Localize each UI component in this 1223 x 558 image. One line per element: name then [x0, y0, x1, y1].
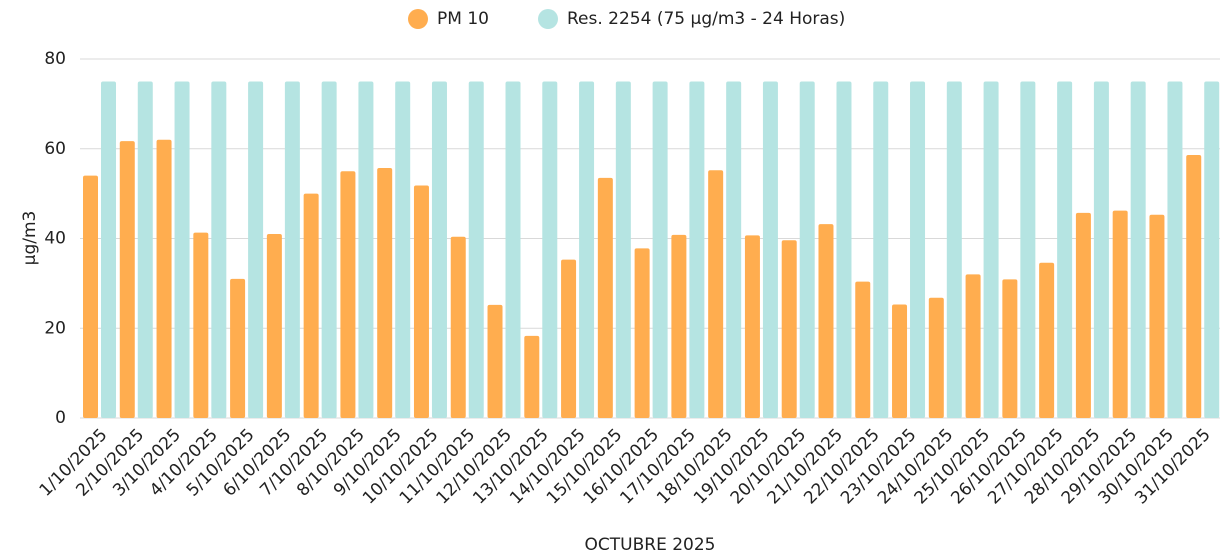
bar — [892, 304, 908, 418]
y-tick-label: 20 — [44, 318, 66, 338]
bar — [615, 81, 631, 418]
bar — [83, 175, 98, 418]
bar — [781, 240, 797, 418]
bar — [468, 81, 484, 418]
bar — [542, 81, 558, 418]
bar — [1149, 214, 1165, 418]
bar — [266, 234, 282, 418]
bar — [873, 81, 889, 418]
bar — [321, 81, 337, 418]
bar — [836, 81, 852, 418]
bar — [1112, 210, 1128, 418]
y-tick-label: 80 — [44, 49, 66, 69]
bar — [524, 335, 540, 418]
bar — [505, 81, 521, 418]
bar — [671, 234, 687, 418]
bar — [211, 81, 227, 418]
bar — [928, 297, 944, 418]
bar — [1020, 81, 1036, 418]
bar — [303, 193, 319, 418]
bar — [1093, 81, 1109, 418]
bar — [119, 141, 135, 418]
bar — [689, 81, 705, 418]
bar — [101, 81, 116, 418]
bar — [1039, 262, 1055, 418]
bar — [358, 81, 374, 418]
y-axis-title: µg/m3 — [20, 211, 40, 266]
bar — [910, 81, 926, 418]
bar — [855, 281, 871, 418]
x-axis-title: OCTUBRE 2025 — [585, 535, 716, 555]
legend-swatch — [408, 9, 428, 29]
legend-label: PM 10 — [437, 9, 489, 29]
bar — [561, 259, 577, 418]
bar — [1075, 212, 1091, 418]
bar — [744, 235, 760, 418]
bar — [983, 81, 999, 418]
bar — [377, 168, 393, 418]
y-tick-label: 40 — [44, 229, 66, 249]
bar — [431, 81, 447, 418]
bar — [946, 81, 962, 418]
bar — [818, 224, 834, 418]
bar — [174, 81, 190, 418]
y-tick-label: 0 — [55, 408, 66, 428]
bar — [708, 170, 724, 418]
bar — [487, 304, 503, 418]
bar — [395, 81, 411, 418]
bar — [799, 81, 815, 418]
legend-swatch — [538, 9, 558, 29]
bar — [248, 81, 264, 418]
legend-label: Res. 2254 (75 µg/m3 - 24 Horas) — [567, 9, 845, 29]
bar — [1167, 81, 1183, 418]
bar — [156, 139, 172, 418]
bar — [1186, 155, 1202, 418]
bar — [1204, 81, 1220, 418]
bar — [230, 278, 246, 418]
bar — [450, 236, 466, 418]
bar — [1057, 81, 1073, 418]
bar — [579, 81, 595, 418]
bar — [137, 81, 153, 418]
bar — [634, 248, 650, 418]
bar — [652, 81, 668, 418]
bar — [413, 185, 429, 418]
bar — [726, 81, 742, 418]
bar — [597, 177, 613, 418]
y-tick-label: 60 — [44, 139, 66, 159]
bar — [193, 232, 209, 418]
bar — [1130, 81, 1146, 418]
bar — [762, 81, 778, 418]
bar — [340, 171, 356, 418]
bar — [965, 274, 981, 418]
bar — [1002, 279, 1018, 418]
bar — [284, 81, 300, 418]
